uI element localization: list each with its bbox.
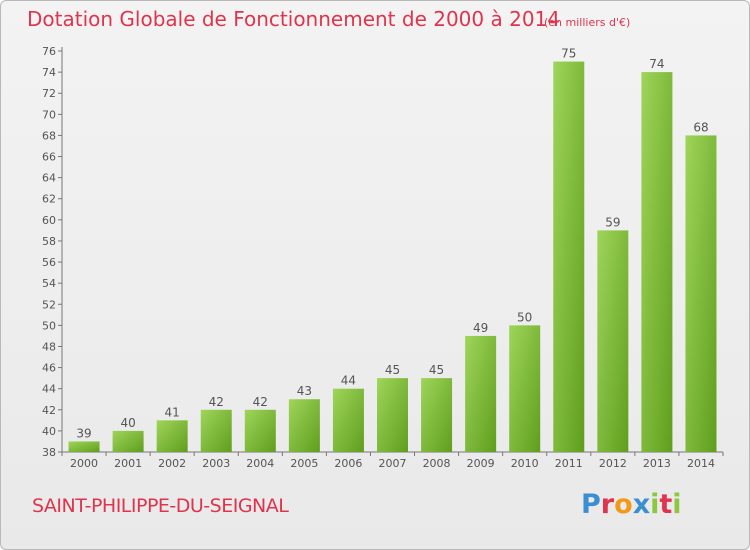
x-tick-label: 2002 bbox=[158, 457, 186, 470]
chart-unit: (en milliers d'€) bbox=[544, 16, 631, 29]
bar bbox=[68, 441, 100, 452]
x-tick-label: 2005 bbox=[290, 457, 318, 470]
y-tick-label: 56 bbox=[42, 256, 56, 269]
bar bbox=[509, 325, 541, 452]
bar bbox=[200, 409, 232, 452]
y-tick-label: 42 bbox=[42, 404, 56, 417]
x-tick-label: 2012 bbox=[599, 457, 627, 470]
data-label: 75 bbox=[561, 47, 576, 61]
bar bbox=[288, 399, 320, 452]
logo-letter: r bbox=[600, 489, 615, 520]
y-tick-label: 72 bbox=[42, 87, 56, 100]
x-tick-label: 2009 bbox=[467, 457, 495, 470]
data-label: 45 bbox=[429, 363, 444, 377]
data-label: 49 bbox=[473, 321, 488, 335]
x-tick-label: 2006 bbox=[334, 457, 362, 470]
x-tick-label: 2010 bbox=[511, 457, 539, 470]
logo-letter: i bbox=[672, 489, 682, 520]
y-tick-label: 76 bbox=[42, 45, 56, 58]
x-tick-label: 2013 bbox=[643, 457, 671, 470]
logo-letter: i bbox=[650, 489, 660, 520]
bar bbox=[641, 72, 673, 453]
proxiti-logo[interactable]: Proxiti bbox=[581, 489, 691, 525]
y-tick-label: 52 bbox=[42, 298, 56, 311]
x-tick-label: 2014 bbox=[687, 457, 715, 470]
logo-letter: x bbox=[632, 489, 651, 520]
y-tick-label: 48 bbox=[42, 340, 56, 353]
x-tick-label: 2011 bbox=[555, 457, 583, 470]
y-tick-label: 38 bbox=[42, 446, 56, 459]
data-label: 45 bbox=[385, 363, 400, 377]
x-tick-label: 2008 bbox=[423, 457, 451, 470]
y-tick-label: 68 bbox=[42, 129, 56, 142]
logo-letter: o bbox=[614, 489, 633, 520]
bar bbox=[156, 420, 188, 452]
data-label: 43 bbox=[297, 384, 312, 398]
x-tick-label: 2000 bbox=[70, 457, 98, 470]
bar bbox=[685, 135, 717, 452]
y-tick-label: 70 bbox=[42, 108, 56, 121]
y-tick-label: 58 bbox=[42, 235, 56, 248]
y-tick-label: 66 bbox=[42, 151, 56, 164]
bar bbox=[332, 388, 364, 452]
y-tick-label: 54 bbox=[42, 277, 56, 290]
bar bbox=[597, 230, 629, 452]
bar bbox=[465, 335, 497, 452]
bar bbox=[421, 378, 453, 452]
logo-letter: t bbox=[659, 489, 673, 520]
bar bbox=[112, 430, 144, 452]
chart-title: Dotation Globale de Fonctionnement de 20… bbox=[27, 7, 560, 31]
data-label: 44 bbox=[341, 374, 356, 388]
x-tick-label: 2007 bbox=[379, 457, 407, 470]
bar bbox=[244, 409, 276, 452]
data-label: 42 bbox=[209, 395, 224, 409]
x-tick-label: 2003 bbox=[202, 457, 230, 470]
y-tick-label: 74 bbox=[42, 66, 56, 79]
data-label: 68 bbox=[693, 120, 708, 134]
y-tick-label: 44 bbox=[42, 383, 56, 396]
logo-letter: P bbox=[581, 489, 601, 520]
y-tick-label: 50 bbox=[42, 319, 56, 332]
y-tick-label: 62 bbox=[42, 193, 56, 206]
commune-name: SAINT-PHILIPPE-DU-SEIGNAL bbox=[32, 495, 289, 517]
bar bbox=[377, 378, 408, 452]
data-label: 74 bbox=[649, 57, 664, 71]
data-label: 40 bbox=[120, 416, 135, 430]
data-label: 41 bbox=[165, 405, 180, 419]
x-tick-label: 2001 bbox=[114, 457, 142, 470]
data-label: 59 bbox=[605, 215, 620, 229]
data-label: 39 bbox=[76, 426, 91, 440]
y-tick-label: 60 bbox=[42, 214, 56, 227]
x-tick-label: 2004 bbox=[246, 457, 274, 470]
y-tick-label: 40 bbox=[42, 425, 56, 438]
y-tick-label: 46 bbox=[42, 362, 56, 375]
bar bbox=[553, 61, 585, 452]
data-label: 50 bbox=[517, 310, 532, 324]
data-label: 42 bbox=[253, 395, 268, 409]
y-tick-label: 64 bbox=[42, 172, 56, 185]
